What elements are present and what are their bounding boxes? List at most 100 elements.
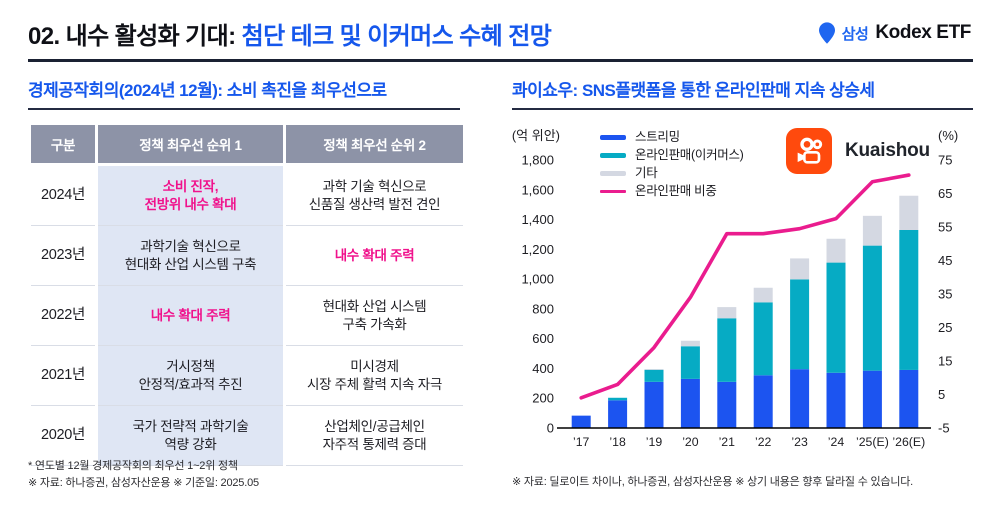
- policy-priority2-cell: 과학 기술 혁신으로 신품질 생산력 발전 견인: [286, 166, 463, 226]
- svg-text:’21: ’21: [719, 435, 736, 449]
- bar-segment: [753, 375, 773, 428]
- svg-text:1,200: 1,200: [521, 242, 554, 257]
- page-title-highlight: 첨단 테크 및 이커머스 수혜 전망: [241, 23, 552, 50]
- svg-text:5: 5: [938, 387, 945, 402]
- svg-text:35: 35: [938, 287, 952, 302]
- policy-table-row: 2021년 거시정책 안정적/효과적 추진 미시경제 시장 주체 활력 지속 자극: [31, 346, 463, 406]
- policy-year-cell: 2024년: [31, 166, 95, 226]
- svg-text:-5: -5: [938, 421, 950, 436]
- policy-priority2-cell: 내수 확대 주력: [286, 226, 463, 286]
- svg-text:800: 800: [532, 301, 554, 316]
- legend-label: 기타: [635, 166, 658, 180]
- policy-table-row: 2022년 내수 확대 주력 현대화 산업 시스템 구축 가속화: [31, 286, 463, 346]
- col-header-priority1: 정책 최우선 순위 1: [98, 125, 283, 166]
- bar-segment: [680, 340, 700, 347]
- svg-text:’25(E): ’25(E): [856, 435, 889, 449]
- left-section-divider: [28, 108, 460, 110]
- svg-text:’20: ’20: [682, 435, 699, 449]
- right-section-divider: [512, 108, 973, 110]
- bar-segment: [826, 262, 846, 373]
- policy-priority1-cell: 국가 전략적 과학기술 역량 강화: [98, 406, 283, 466]
- legend-item: 온라인판매 비중: [600, 184, 744, 199]
- policy-priority2-cell: 현대화 산업 시스템 구축 가속화: [286, 286, 463, 346]
- samsung-pin-icon: [818, 22, 835, 44]
- bar-segment: [826, 372, 846, 428]
- bar-segment: [644, 369, 664, 382]
- bar-segment: [571, 415, 591, 428]
- svg-text:1,400: 1,400: [521, 212, 554, 227]
- svg-text:65: 65: [938, 186, 952, 201]
- policy-year-cell: 2022년: [31, 286, 95, 346]
- policy-table-row: 2023년 과학기술 혁신으로 현대화 산업 시스템 구축 내수 확대 주력: [31, 226, 463, 286]
- brand-kodex-label: Kodex ETF: [875, 22, 971, 43]
- header-divider: [28, 59, 973, 62]
- svg-text:’17: ’17: [573, 435, 590, 449]
- legend-label: 스트리밍: [635, 130, 680, 144]
- policy-priority1-cell: 내수 확대 주력: [98, 286, 283, 346]
- bar-segment: [826, 238, 846, 263]
- legend-label: 온라인판매(이커머스): [635, 148, 744, 162]
- col-header-priority2: 정책 최우선 순위 2: [286, 125, 463, 166]
- policy-priority2-cell: 미시경제 시장 주체 활력 지속 자극: [286, 346, 463, 406]
- policy-priority2-cell: 산업체인/공급체인 자주적 통제력 증대: [286, 406, 463, 466]
- svg-text:75: 75: [938, 153, 952, 168]
- svg-text:200: 200: [532, 391, 554, 406]
- svg-text:45: 45: [938, 253, 952, 268]
- policy-priority1-cell: 과학기술 혁신으로 현대화 산업 시스템 구축: [98, 226, 283, 286]
- policy-year-cell: 2021년: [31, 346, 95, 406]
- left-axis-unit: (억 위안): [512, 128, 560, 143]
- bar-segment: [680, 346, 700, 379]
- legend-swatch-bar: [600, 153, 626, 158]
- policy-priority1-cell: 소비 진작, 전방위 내수 확대: [98, 166, 283, 226]
- svg-text:1,600: 1,600: [521, 182, 554, 197]
- bar-segment: [899, 195, 919, 230]
- right-axis-ticks: -5 5 15 25 35 45 55 65 75: [938, 153, 952, 436]
- policy-table-row: 2024년 소비 진작, 전방위 내수 확대 과학 기술 혁신으로 신품질 생산력 발전…: [31, 166, 463, 226]
- page-title-prefix: 02. 내수 활성화 기대:: [28, 23, 242, 50]
- bar-segment: [644, 369, 664, 370]
- bar-segment: [790, 369, 810, 428]
- bar-segment: [862, 245, 882, 371]
- svg-text:25: 25: [938, 320, 952, 335]
- bar-segment: [753, 287, 773, 303]
- brand-samsung-label: 삼성: [841, 25, 869, 43]
- bar-segment: [790, 258, 810, 280]
- bar-segment: [862, 370, 882, 428]
- bar-segment: [862, 215, 882, 246]
- svg-text:’18: ’18: [609, 435, 626, 449]
- svg-text:’19: ’19: [646, 435, 663, 449]
- legend-swatch-bar: [600, 135, 626, 140]
- bar-segment: [717, 381, 737, 428]
- page-title: 02. 내수 활성화 기대: 첨단 테크 및 이커머스 수혜 전망: [28, 16, 552, 51]
- left-footnote: * 연도별 12월 경제공작회의 최우선 1~2위 정책 ※ 자료: 하나증권,…: [28, 458, 259, 492]
- left-section-title: 경제공작회의(2024년 12월): 소비 촉진을 최우선으로: [28, 81, 387, 100]
- svg-text:15: 15: [938, 354, 952, 369]
- legend-item: 스트리밍: [600, 130, 744, 145]
- left-footnote-line1: * 연도별 12월 경제공작회의 최우선 1~2위 정책: [28, 460, 238, 472]
- kuaishou-revenue-chart: (억 위안) (%) 0 200 400 600 800 1,000 1,200 1,400 1,6…: [512, 128, 958, 449]
- left-axis-ticks: 0 200 400 600 800 1,000 1,200 1,400 1,600 1,800: [521, 153, 554, 436]
- policy-priority-table: 구분 정책 최우선 순위 1 정책 최우선 순위 2 2024년 소비 진작, 전방…: [28, 125, 466, 466]
- legend-swatch-line: [600, 190, 626, 193]
- svg-text:400: 400: [532, 361, 554, 376]
- svg-text:0: 0: [547, 421, 554, 436]
- right-footnote: ※ 자료: 딜로이트 차이나, 하나증권, 삼성자산운용 ※ 상기 내용은 향후…: [512, 476, 914, 488]
- bar-segment: [753, 302, 773, 376]
- legend-item: 기타: [600, 166, 744, 181]
- policy-priority1-cell: 거시정책 안정적/효과적 추진: [98, 346, 283, 406]
- legend-item: 온라인판매(이커머스): [600, 148, 744, 163]
- policy-year-cell: 2023년: [31, 226, 95, 286]
- bar-segment: [717, 307, 737, 319]
- legend-swatch-bar: [600, 171, 626, 176]
- bar-segment: [899, 229, 919, 370]
- left-footnote-line2: ※ 자료: 하나증권, 삼성자산운용 ※ 기준일: 2025.05: [28, 477, 259, 490]
- svg-text:600: 600: [532, 331, 554, 346]
- col-header-category: 구분: [31, 125, 95, 166]
- svg-text:’24: ’24: [828, 435, 845, 449]
- bar-segment: [644, 381, 664, 428]
- stacked-bars: [571, 195, 919, 428]
- svg-text:’23: ’23: [791, 435, 808, 449]
- bar-segment: [608, 400, 628, 428]
